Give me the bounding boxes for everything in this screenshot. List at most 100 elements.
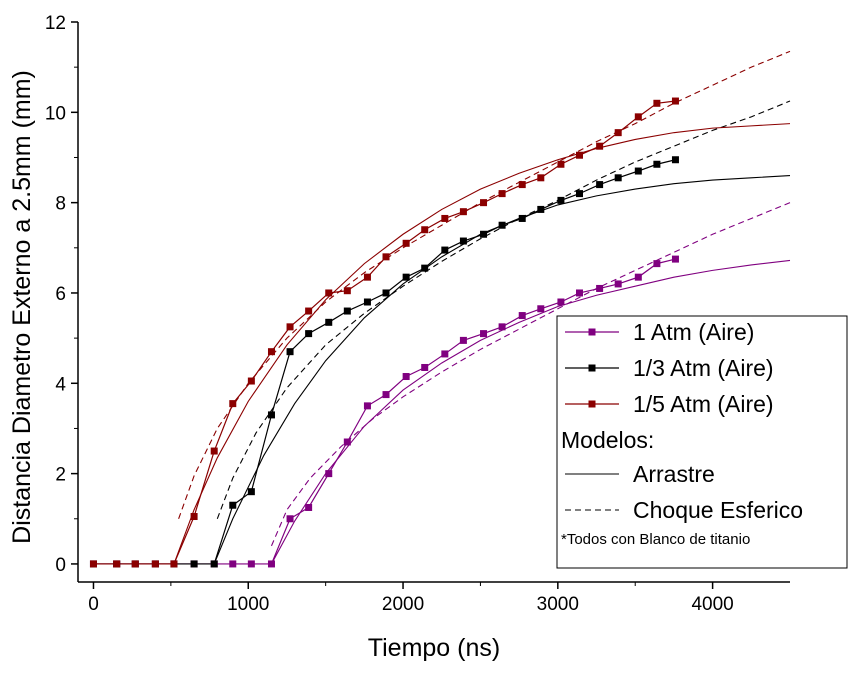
data-point xyxy=(671,156,679,164)
data-point xyxy=(267,411,275,419)
data-point xyxy=(382,289,390,297)
data-point xyxy=(671,255,679,263)
data-point xyxy=(421,264,429,272)
legend-series: 1 Atm (Aire) 1/3 Atm (Aire) 1/5 Atm (Aire) xyxy=(565,319,774,417)
x-tick-label: 0 xyxy=(88,594,99,615)
ticks: 0 1000 2000 3000 4000 0 2 4 6 8 10 12 xyxy=(45,13,734,615)
legend-label: 1/5 Atm (Aire) xyxy=(633,391,774,417)
data-point xyxy=(518,312,526,320)
data-point xyxy=(480,330,488,338)
data-point xyxy=(229,560,237,568)
y-axis-title: Distancia Diametro Externo a 2.5mm (mm) xyxy=(8,70,36,544)
y-tick-label: 10 xyxy=(45,103,66,124)
data-point xyxy=(575,151,583,159)
legend-note: *Todos con Blanco de titanio xyxy=(561,531,750,548)
data-point xyxy=(575,289,583,297)
data-point xyxy=(537,174,545,182)
data-point xyxy=(402,273,410,281)
data-point xyxy=(537,205,545,213)
data-point xyxy=(518,181,526,189)
data-point xyxy=(575,190,583,198)
y-tick-label: 6 xyxy=(55,284,66,305)
data-point xyxy=(247,488,255,496)
data-point xyxy=(498,221,506,229)
data-point xyxy=(229,501,237,509)
data-point xyxy=(363,402,371,410)
data-point xyxy=(653,160,661,168)
data-point xyxy=(343,307,351,315)
data-point xyxy=(653,260,661,268)
legend-model-label: Choque Esferico xyxy=(633,497,803,523)
series-markers xyxy=(89,97,679,568)
legend-marker xyxy=(588,328,596,336)
data-point xyxy=(305,330,313,338)
y-tick-label: 8 xyxy=(55,194,66,215)
data-point xyxy=(325,289,333,297)
data-point xyxy=(421,226,429,234)
legend-model-label: Arrastre xyxy=(633,461,715,487)
data-point xyxy=(537,305,545,313)
data-point xyxy=(286,515,294,523)
data-point xyxy=(557,298,565,306)
data-point xyxy=(402,373,410,381)
data-point xyxy=(210,560,218,568)
data-point xyxy=(343,287,351,295)
legend-models-heading: Modelos: xyxy=(561,427,654,453)
x-tick-label: 4000 xyxy=(691,594,733,615)
data-point xyxy=(131,560,139,568)
legend-box xyxy=(556,315,848,569)
data-point xyxy=(343,438,351,446)
y-tick-label: 2 xyxy=(55,465,66,486)
data-point xyxy=(247,377,255,385)
data-point xyxy=(267,560,275,568)
legend-marker xyxy=(588,364,596,372)
data-point xyxy=(614,280,622,288)
data-point xyxy=(382,391,390,399)
data-point xyxy=(363,298,371,306)
data-point xyxy=(305,503,313,511)
data-point xyxy=(441,350,449,358)
data-point xyxy=(634,113,642,121)
y-tick-label: 4 xyxy=(55,374,66,395)
data-point xyxy=(614,129,622,137)
data-point xyxy=(459,237,467,245)
data-point xyxy=(634,273,642,281)
model-curve-dashed xyxy=(270,202,791,547)
data-point xyxy=(286,323,294,331)
data-point xyxy=(596,142,604,150)
data-point xyxy=(210,447,218,455)
data-point xyxy=(247,560,255,568)
data-point xyxy=(596,181,604,189)
data-point xyxy=(557,196,565,204)
x-tick-label: 3000 xyxy=(537,594,579,615)
data-point xyxy=(614,174,622,182)
data-point xyxy=(229,400,237,408)
data-point xyxy=(634,167,642,175)
legend-label: 1 Atm (Aire) xyxy=(633,319,754,345)
y-tick-label: 0 xyxy=(55,555,66,576)
data-point xyxy=(286,348,294,356)
data-point xyxy=(325,318,333,326)
x-axis-title: Tiempo (ns) xyxy=(368,634,500,662)
data-point xyxy=(498,190,506,198)
data-point xyxy=(382,253,390,261)
data-point xyxy=(325,470,333,478)
legend-models: Arrastre Choque Esferico xyxy=(565,461,803,523)
data-point xyxy=(557,160,565,168)
data-point xyxy=(480,230,488,238)
data-point xyxy=(498,323,506,331)
data-point xyxy=(151,560,159,568)
data-point xyxy=(459,208,467,216)
data-point xyxy=(170,560,178,568)
x-tick-label: 2000 xyxy=(382,594,424,615)
data-point xyxy=(402,239,410,247)
data-point xyxy=(190,513,198,521)
data-point xyxy=(421,363,429,371)
x-tick-label: 1000 xyxy=(227,594,269,615)
data-point xyxy=(113,560,121,568)
data-point xyxy=(363,273,371,281)
legend-label: 1/3 Atm (Aire) xyxy=(633,355,774,381)
data-point xyxy=(267,348,275,356)
model-curve-dashed xyxy=(216,100,791,519)
